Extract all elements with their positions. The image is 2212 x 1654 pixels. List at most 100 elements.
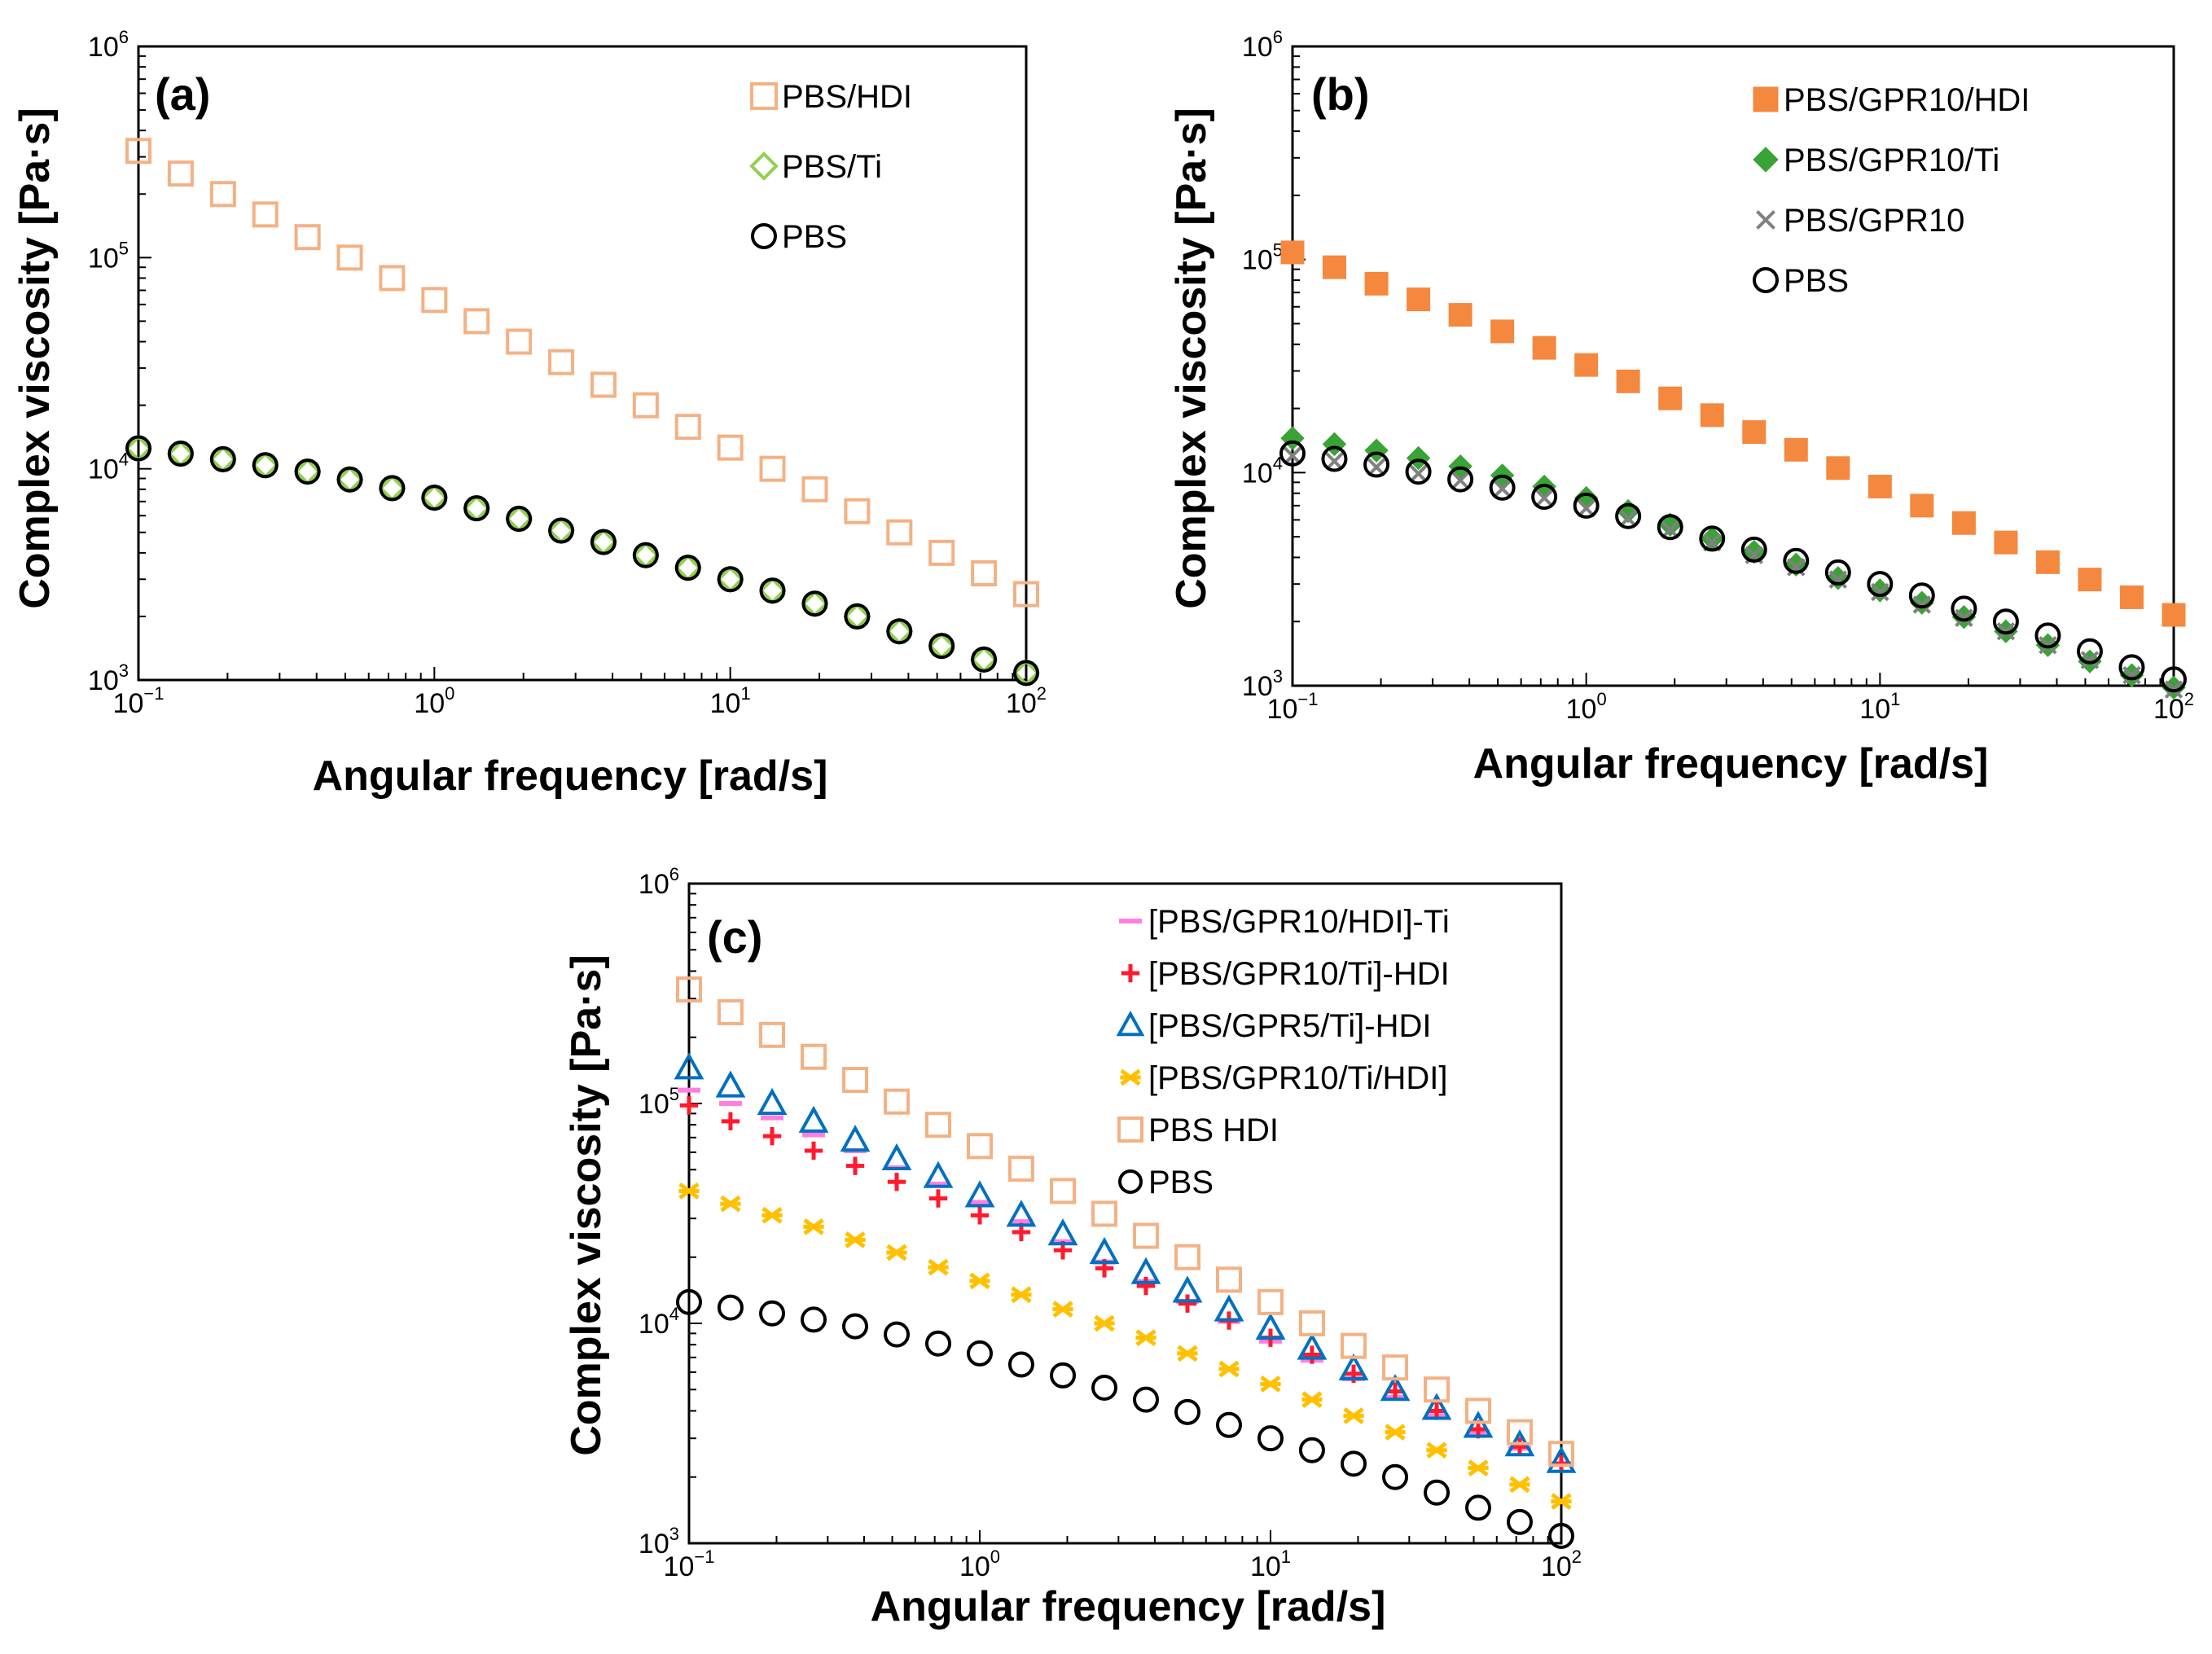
data-point — [928, 1189, 948, 1208]
data-point — [294, 458, 321, 485]
legend: PBS/GPR10/HDI PBS/GPR10/Ti PBS/GPR10 PBS — [1753, 82, 2030, 299]
data-point — [1463, 1411, 1494, 1438]
data-point — [1509, 1476, 1530, 1494]
data-point — [674, 555, 701, 581]
data-point — [1867, 474, 1892, 498]
data-point — [971, 559, 998, 586]
x-tick-label: 10−1 — [113, 683, 165, 719]
y-tick-label: 104 — [1242, 453, 1283, 489]
data-point — [1135, 1329, 1156, 1347]
data-point — [886, 519, 913, 546]
data-point — [1325, 452, 1344, 471]
data-point — [759, 1021, 786, 1048]
data-point — [759, 577, 786, 604]
data-point — [2162, 603, 2186, 627]
data-point — [757, 1087, 788, 1115]
data-point — [167, 441, 194, 467]
data-point — [1531, 484, 1558, 511]
data-point — [1214, 1294, 1244, 1322]
legend-marker — [1753, 267, 1779, 293]
data-point — [2122, 665, 2141, 685]
legend-marker — [1753, 86, 1779, 112]
legend-label: [PBS/GPR5/Ti]-HDI — [1148, 1008, 1431, 1044]
data-point — [1447, 466, 1474, 493]
data-point — [2078, 568, 2102, 592]
data-point — [1407, 287, 1431, 312]
legend-label: PBS HDI — [1148, 1112, 1279, 1148]
data-point — [336, 466, 363, 493]
data-point — [1341, 1332, 1367, 1359]
data-point — [1661, 520, 1679, 539]
data-point — [801, 476, 828, 502]
data-point — [1174, 1398, 1201, 1425]
x-tick-label: 100 — [1566, 689, 1607, 725]
axis-ticks — [138, 55, 1014, 681]
axis-ticks — [1292, 55, 2162, 687]
data-point — [969, 1272, 990, 1290]
data-point — [842, 1067, 869, 1094]
data-point — [804, 1141, 823, 1160]
data-point — [1133, 1386, 1160, 1413]
x-tick-label: 102 — [1006, 683, 1047, 719]
x-tick-label: 101 — [1859, 689, 1900, 725]
data-point — [1216, 1411, 1243, 1438]
data-point — [1302, 1345, 1322, 1364]
data-point — [1992, 608, 2019, 635]
series-PBS/HDI — [125, 138, 1039, 608]
data-point — [1784, 437, 1808, 462]
x-tick-label: 100 — [959, 1547, 1000, 1582]
data-point — [801, 1306, 827, 1333]
data-point — [1321, 445, 1348, 472]
data-point — [1658, 386, 1683, 410]
data-point — [1468, 1459, 1489, 1476]
data-point — [1298, 1310, 1325, 1336]
legend-label: [PBS/GPR10/HDI]-Ti — [1148, 904, 1450, 940]
data-point — [1216, 1266, 1243, 1293]
data-point — [842, 1313, 869, 1340]
data-point — [1301, 1391, 1323, 1409]
legend-marker — [1756, 210, 1775, 230]
data-point — [548, 349, 575, 375]
data-point — [1548, 1522, 1574, 1549]
data-point — [1050, 1178, 1077, 1204]
data-point — [1421, 1393, 1452, 1420]
data-point — [928, 539, 955, 566]
data-point — [1218, 1360, 1240, 1378]
data-point — [1700, 403, 1724, 428]
data-point — [674, 1052, 704, 1080]
y-axis-title: Complex viscosity [Pa·s] — [11, 107, 59, 609]
x-axis-title: Angular frequency [rad/s] — [871, 1583, 1386, 1630]
data-point — [762, 1126, 782, 1146]
y-tick-label: 103 — [88, 660, 129, 696]
legend-label: PBS/GPR10 — [1784, 203, 1964, 239]
legend-label: PBS/HDI — [782, 79, 912, 115]
legend-marker — [750, 82, 778, 110]
data-point — [125, 138, 151, 165]
data-point — [1052, 1301, 1073, 1318]
x-tick-label: 10−1 — [1267, 689, 1319, 725]
data-point — [803, 1217, 824, 1235]
legend-label: PBS/Ti — [782, 149, 882, 185]
data-point — [1465, 1494, 1492, 1521]
y-tick-label: 105 — [1242, 240, 1283, 276]
data-point — [1257, 1425, 1284, 1452]
chart-panel-2: 10−1 100 101 102 103 104 105 106 Angular frequen… — [1168, 27, 2194, 788]
data-point — [1699, 525, 1726, 552]
data-point — [717, 1294, 744, 1321]
legend-marker — [1121, 963, 1140, 983]
data-point — [1007, 1156, 1034, 1182]
data-point — [1574, 353, 1599, 377]
data-point — [1534, 489, 1554, 507]
data-point — [632, 542, 659, 568]
data-point — [1657, 514, 1683, 541]
y-tick-label: 105 — [88, 238, 129, 274]
data-point — [845, 1156, 865, 1175]
x-tick-label: 102 — [1541, 1547, 1582, 1582]
x-tick-label: 102 — [2153, 689, 2194, 725]
data-point — [1951, 511, 1976, 535]
data-point — [1013, 660, 1039, 687]
legend-marker — [1753, 147, 1779, 173]
data-point — [1507, 1419, 1534, 1446]
data-point — [1341, 1450, 1367, 1477]
